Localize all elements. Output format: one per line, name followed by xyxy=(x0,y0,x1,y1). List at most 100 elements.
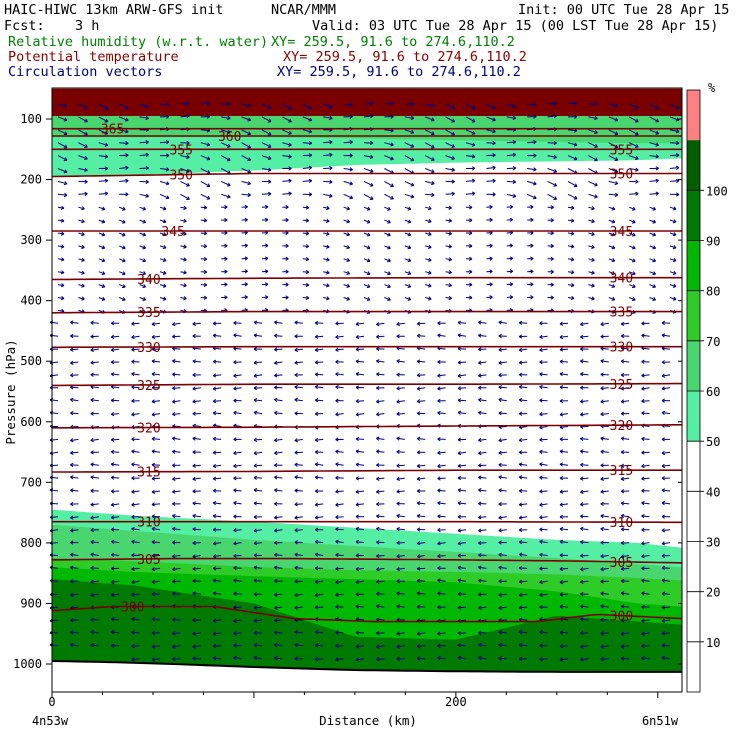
wind-vector xyxy=(261,243,269,248)
wind-vector xyxy=(110,643,120,648)
wind-vector xyxy=(131,449,140,454)
wind-vector xyxy=(376,489,385,494)
wind-vector xyxy=(314,347,324,353)
wind-vector xyxy=(57,205,65,210)
wind-vector xyxy=(282,295,289,300)
wind-vector xyxy=(416,450,426,455)
wind-vector xyxy=(567,193,578,200)
wind-vector xyxy=(233,591,242,596)
wind-vector xyxy=(628,103,639,109)
wind-vector xyxy=(404,180,415,187)
wind-vector xyxy=(539,502,548,507)
wind-vector xyxy=(110,347,120,352)
wind-vector xyxy=(376,540,385,545)
wind-vector xyxy=(343,114,353,119)
wind-vector xyxy=(180,296,187,301)
wind-vector xyxy=(212,476,222,481)
wind-vector xyxy=(253,475,263,480)
wind-vector xyxy=(376,591,385,596)
wind-vector xyxy=(180,270,187,275)
wind-vector xyxy=(172,617,181,622)
wind-vector xyxy=(539,475,548,480)
wind-vector xyxy=(253,578,263,583)
wind-vector xyxy=(335,502,344,507)
wind-vector xyxy=(539,552,548,557)
field-name-theta: Potential temperature xyxy=(8,49,179,65)
wind-vector xyxy=(404,101,415,107)
wind-vector xyxy=(486,153,496,158)
wind-vector xyxy=(180,168,190,173)
theta-label-330: 330 xyxy=(137,341,160,356)
wind-vector xyxy=(294,411,303,416)
wind-vector xyxy=(588,296,595,301)
wind-vector xyxy=(131,321,140,326)
wind-vector xyxy=(110,475,120,480)
wind-vector xyxy=(151,449,161,454)
wind-vector xyxy=(445,205,452,210)
wind-vector xyxy=(172,567,181,572)
colorbar-unit: % xyxy=(708,81,716,95)
wind-vector xyxy=(131,657,140,662)
wind-vector xyxy=(180,231,187,236)
forecast-value: 3 h xyxy=(75,18,100,34)
wind-vector xyxy=(506,166,517,171)
wind-vector xyxy=(180,283,187,288)
wind-vector xyxy=(110,552,120,557)
wind-vector xyxy=(559,462,569,467)
wind-vector xyxy=(90,438,99,443)
wind-vector xyxy=(661,565,671,571)
wind-vector xyxy=(539,579,548,585)
wind-vector xyxy=(151,412,161,417)
wind-vector xyxy=(274,320,283,325)
wind-vector xyxy=(437,541,446,546)
wind-vector xyxy=(600,513,609,519)
wind-vector xyxy=(131,514,140,520)
wind-vector xyxy=(192,527,201,532)
wind-vector xyxy=(282,217,289,223)
wind-vector xyxy=(294,438,303,443)
wind-vector xyxy=(159,102,170,107)
theta-contour-350 xyxy=(51,172,682,178)
wind-vector xyxy=(314,411,324,417)
wind-vector xyxy=(641,656,650,661)
wind-vector xyxy=(620,476,630,482)
wind-vector xyxy=(478,347,487,352)
theta-label-355: 355 xyxy=(169,143,192,158)
wind-vector xyxy=(620,566,630,572)
wind-vector xyxy=(131,617,140,622)
wind-vector xyxy=(253,553,263,558)
wind-vector xyxy=(57,168,68,174)
wind-vector xyxy=(70,642,79,648)
wind-vector xyxy=(641,578,650,583)
wind-vector xyxy=(253,463,263,468)
wind-vector xyxy=(478,540,487,546)
wind-vector xyxy=(669,129,680,134)
wind-vector xyxy=(294,385,303,390)
wind-vector xyxy=(139,245,147,250)
wind-vector xyxy=(180,101,190,106)
wind-vector xyxy=(547,154,557,160)
wind-vector xyxy=(437,450,446,455)
wind-vector xyxy=(445,179,455,184)
wind-vector xyxy=(661,373,671,378)
wind-vector xyxy=(343,193,354,200)
wind-vector xyxy=(629,155,639,160)
wind-vector xyxy=(200,231,208,236)
wind-vector xyxy=(159,283,167,288)
wind-vector xyxy=(396,399,405,404)
wind-vector xyxy=(212,527,222,532)
wind-vector xyxy=(200,205,208,210)
wind-vector xyxy=(192,463,201,468)
wind-vector xyxy=(465,243,473,249)
wind-vector xyxy=(465,116,476,123)
wind-vector xyxy=(274,385,283,390)
wind-vector xyxy=(588,219,595,224)
wind-vector xyxy=(355,436,365,442)
wind-vector xyxy=(498,347,507,352)
wind-vector xyxy=(559,526,569,532)
wind-vector xyxy=(335,604,344,610)
wind-vector xyxy=(641,333,650,338)
wind-vector xyxy=(253,605,263,610)
wind-vector xyxy=(567,257,575,262)
wind-vector xyxy=(172,631,181,636)
